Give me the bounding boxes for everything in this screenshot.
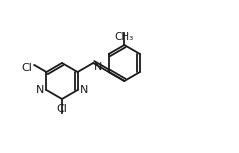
Text: CH₃: CH₃ — [115, 32, 134, 42]
Text: Cl: Cl — [57, 104, 67, 114]
Text: N: N — [36, 85, 44, 95]
Text: N: N — [94, 62, 103, 72]
Text: N: N — [80, 85, 88, 95]
Text: Cl: Cl — [22, 63, 32, 73]
